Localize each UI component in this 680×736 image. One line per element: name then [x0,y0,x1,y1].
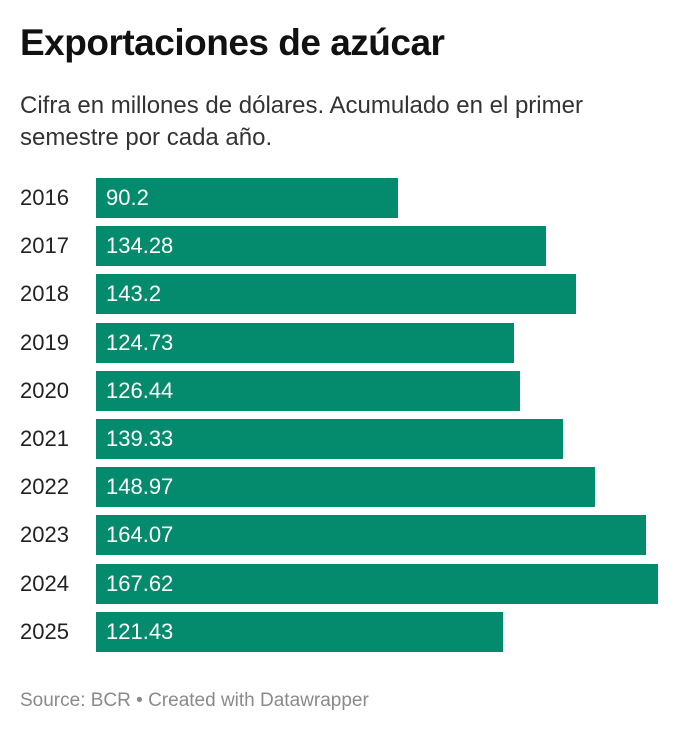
bar-row-2020: 2020 126.44 [0,370,680,411]
bar-value-label: 134.28 [106,233,174,259]
bar-category-label: 2018 [20,281,69,307]
bar-value-label: 139.33 [106,426,174,451]
bar-2025 [96,611,504,652]
bar-category-label: 2024 [20,570,69,596]
bar-row-2023: 2023 164.07 [0,515,680,556]
bar-2018 [96,274,577,315]
chart-title: Exportaciones de azúcar [20,22,445,63]
bar-2024 [96,563,658,604]
bar-2023 [96,515,647,556]
bar-category-label: 2021 [20,426,69,451]
bar-2020 [96,370,520,411]
bar-category-label: 2016 [20,185,69,210]
bar-category-label: 2020 [20,377,69,403]
bar-2022 [96,467,596,508]
bar-value-label: 164.07 [106,522,174,548]
bar-row-2024: 2024 167.62 [0,563,680,604]
bar-2017 [96,226,547,267]
bar-row-2025: 2025 121.43 [0,611,680,652]
bar-value-label: 126.44 [106,377,174,403]
chart-footer: Source: BCR • Created with Datawrapper [20,690,369,711]
bar-value-label: 143.2 [106,281,162,307]
bar-2019 [96,322,515,363]
bar-value-label: 121.43 [106,618,174,644]
bar-category-label: 2022 [20,474,69,500]
bar-category-label: 2019 [20,329,69,355]
bar-row-2021: 2021 139.33 [0,419,680,459]
bar-2016 [96,178,399,218]
bar-row-2022: 2022 148.97 [0,467,680,508]
bar-category-label: 2017 [20,233,69,259]
bar-row-2016: 2016 90.2 [0,178,680,218]
chart-subtitle: Cifra en millones de dólares. Acumulado … [20,92,583,151]
bar-value-label: 90.2 [106,185,149,210]
bar-value-label: 167.62 [106,570,174,596]
bar-value-label: 124.73 [106,329,174,355]
bar-row-2019: 2019 124.73 [0,322,680,363]
bar-category-label: 2025 [20,618,69,644]
bar-value-label: 148.97 [106,474,174,500]
bar-row-2017: 2017 134.28 [0,226,680,267]
bar-category-label: 2023 [20,522,69,548]
bar-2021 [96,419,564,459]
bar-row-2018: 2018 143.2 [0,274,680,315]
